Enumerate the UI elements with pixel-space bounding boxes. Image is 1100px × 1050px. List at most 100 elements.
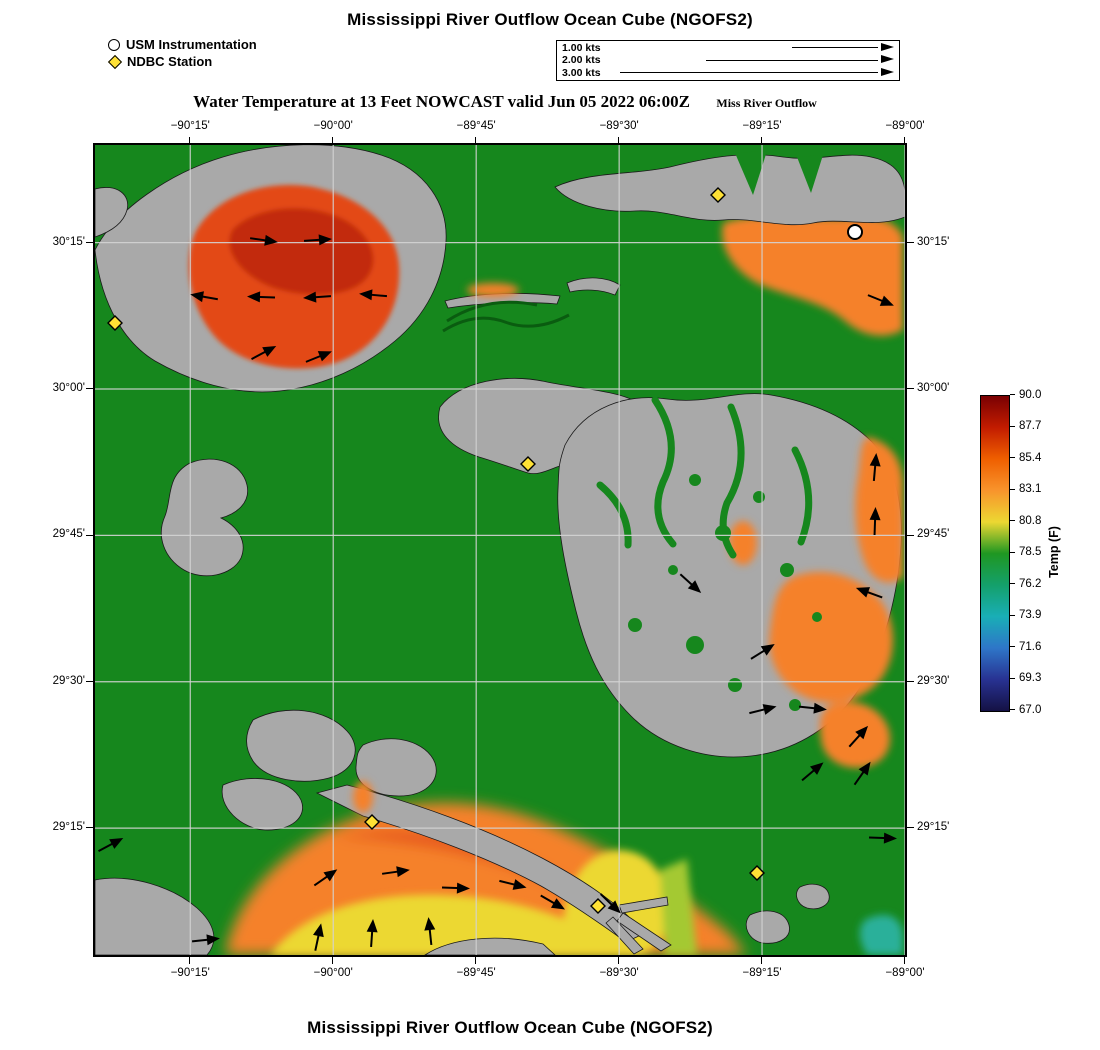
lat-tick-label: 30°15' — [917, 235, 950, 248]
velocity-row-3: 3.00 kts — [557, 66, 899, 79]
current-arrows-layer — [98, 234, 897, 951]
channel-line — [651, 396, 677, 548]
lat-tick-mark — [907, 241, 914, 243]
map — [93, 143, 907, 957]
lat-tick-label: 29°15' — [52, 821, 85, 834]
arrow-shaft — [312, 295, 332, 299]
land-shape — [745, 910, 790, 944]
current-arrow — [359, 289, 388, 301]
plume-yellow-band — [270, 850, 903, 955]
colorbar-tick-label: 67.0 — [1019, 703, 1042, 716]
lat-tick-mark — [86, 388, 93, 390]
colorbar-tick-label: 83.1 — [1019, 483, 1042, 495]
colorbar — [980, 395, 1010, 712]
lon-tick-label: −89°15' — [742, 120, 782, 132]
colorbar-title: Temp (F) — [1047, 526, 1061, 578]
colorbar-tick-label: 80.8 — [1019, 514, 1042, 527]
arrowhead-icon — [858, 761, 871, 776]
arrow-shaft — [428, 926, 433, 946]
lon-tick-mark — [761, 957, 763, 964]
arrowhead-icon — [883, 832, 897, 844]
lon-tick-label: −89°45' — [456, 967, 496, 979]
warm-water-patch — [769, 571, 893, 703]
land-shape — [95, 877, 215, 955]
current-arrow — [247, 291, 276, 303]
arrowhead-icon — [190, 291, 204, 303]
channel-line — [596, 481, 632, 549]
arrow-shaft — [441, 886, 461, 890]
lon-tick-mark — [904, 137, 906, 144]
lat-tick-mark — [86, 241, 93, 243]
lon-tick-mark — [332, 137, 334, 144]
ndbc-legend-label: NDBC Station — [127, 54, 213, 69]
lon-tick-label: −89°30' — [599, 120, 639, 132]
velocity-arrowhead-icon — [881, 42, 894, 51]
river-lines — [442, 300, 570, 333]
arrow-shaft — [305, 354, 324, 363]
pond — [628, 618, 642, 632]
velocity-arrow-shaft — [792, 47, 878, 48]
current-arrow — [190, 291, 218, 303]
arrowhead-icon — [687, 580, 702, 594]
northeast-warm-band — [721, 215, 903, 336]
arrowhead-icon — [512, 879, 527, 890]
arrowhead-icon — [359, 289, 373, 301]
lat-tick-label: 29°45' — [52, 528, 85, 541]
arrow-shaft — [249, 237, 269, 242]
lat-tick-label: 30°15' — [52, 235, 85, 248]
arrowhead-icon — [813, 702, 827, 714]
colorbar-tick-label: 85.4 — [1019, 451, 1042, 464]
warm-water-patch — [270, 894, 619, 955]
usm-instrument-marker — [847, 224, 863, 240]
arrow-shaft — [191, 938, 211, 943]
map-canvas — [95, 145, 905, 955]
inlet — [735, 151, 767, 195]
lon-tick-mark — [475, 137, 477, 144]
ndbc-station-marker — [710, 187, 726, 203]
colorbar-tick-mark — [1010, 551, 1015, 553]
delta-finger — [618, 896, 669, 914]
marsh-channels — [596, 396, 813, 559]
current-arrow — [869, 507, 881, 536]
ndbc-legend-row: NDBC Station — [107, 53, 257, 70]
arrow-shaft — [798, 705, 818, 710]
current-arrow — [249, 234, 278, 246]
current-arrow — [251, 345, 277, 360]
current-arrow — [191, 934, 220, 946]
lat-tick-mark — [907, 827, 914, 829]
lon-tick-label: −90°00' — [313, 120, 353, 132]
current-arrow — [868, 832, 897, 844]
arrowhead-icon — [762, 704, 777, 715]
arrow-shaft — [256, 295, 276, 299]
lat-tick-mark — [86, 680, 93, 682]
velocity-arrowhead-icon — [881, 55, 894, 63]
arrowhead-icon — [456, 882, 470, 894]
inlet — [797, 155, 823, 193]
colorbar-tick-label: 87.7 — [1019, 420, 1042, 432]
arrow-shaft — [848, 732, 863, 748]
ndbc-station-marker — [749, 865, 765, 881]
colorbar-tick-mark — [1010, 677, 1015, 679]
colorbar-tick-mark — [1010, 520, 1015, 522]
lon-tick-label: −89°45' — [456, 120, 496, 132]
arrow-shaft — [750, 648, 767, 660]
lon-tick-label: −89°30' — [599, 967, 639, 979]
current-arrow — [679, 573, 702, 594]
ndbc-station-marker — [364, 814, 380, 830]
colorbar-tick-mark — [1010, 583, 1015, 585]
pond — [689, 474, 701, 486]
figure-title-bottom: Mississippi River Outflow Ocean Cube (NG… — [307, 1018, 713, 1037]
current-arrow — [366, 919, 378, 948]
current-arrow — [303, 291, 332, 303]
lat-tick-label: 29°30' — [917, 674, 950, 687]
arrowhead-icon — [317, 351, 332, 362]
lon-tick-label: −89°00' — [885, 967, 925, 979]
lat-tick-label: 29°15' — [917, 821, 950, 834]
graticule-layer — [95, 145, 905, 955]
colorbar-tick-label: 73.9 — [1019, 609, 1042, 621]
pond — [686, 636, 704, 654]
lat-tick-mark — [907, 388, 914, 390]
pond — [715, 525, 731, 541]
colorbar-tick-mark — [1010, 425, 1015, 427]
arrowhead-icon — [869, 453, 881, 467]
